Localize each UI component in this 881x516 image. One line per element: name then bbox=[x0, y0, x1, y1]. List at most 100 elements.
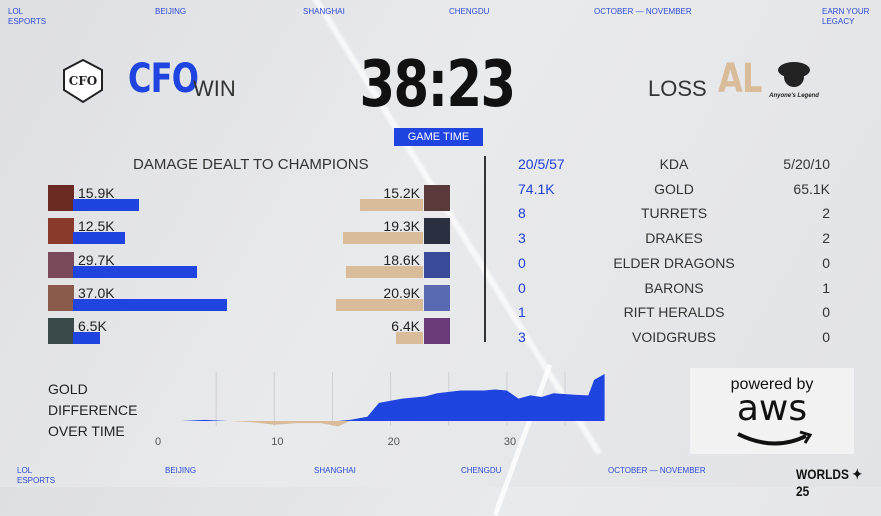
x-tick-label: 0 bbox=[155, 436, 162, 448]
aws-sponsor: powered by aws bbox=[690, 368, 854, 454]
blue-champion-portrait bbox=[48, 218, 74, 245]
anyones-legend-logo-text: Anyone's Legend bbox=[769, 93, 819, 99]
brand-line: ESPORTS bbox=[17, 476, 56, 485]
city-chengdu: CHENGDU bbox=[449, 7, 490, 16]
damage-title: DAMAGE DEALT TO CHAMPIONS bbox=[133, 156, 369, 173]
stat-name: GOLD bbox=[654, 180, 694, 197]
red-stat-value: 1 bbox=[822, 279, 830, 296]
red-damage-bar bbox=[342, 232, 423, 245]
red-stat-value: 5/20/10 bbox=[783, 156, 830, 172]
gold-chart-title: GOLD DIFFERENCE OVER TIME bbox=[48, 379, 137, 442]
powered-by-text: powered by bbox=[730, 376, 814, 393]
blue-champion-portrait bbox=[48, 318, 74, 345]
red-stat-value: 65.1K bbox=[793, 180, 830, 197]
red-champion-portrait bbox=[424, 318, 450, 345]
blue-damage-value: 12.5K bbox=[78, 218, 115, 235]
footer-brand: LOL ESPORTS bbox=[17, 466, 55, 486]
red-champion-portrait bbox=[424, 185, 450, 211]
blue-champion-portrait bbox=[48, 284, 74, 311]
stat-row: RIFT HERALDS 1 0 bbox=[518, 304, 830, 324]
blue-stat-value: 74.1K bbox=[518, 180, 555, 197]
damage-row: 29.7K 18.6K bbox=[48, 251, 450, 278]
blue-team-result: WIN bbox=[193, 76, 236, 101]
blue-damage-value: 37.0K bbox=[78, 284, 115, 301]
blue-stat-value: 3 bbox=[518, 328, 526, 345]
stat-name: KDA bbox=[659, 156, 689, 172]
red-stat-value: 0 bbox=[822, 328, 830, 345]
blue-stat-value: 0 bbox=[518, 279, 526, 296]
blue-damage-bar bbox=[73, 298, 227, 311]
red-damage-bar bbox=[345, 265, 423, 278]
blue-damage-value: 6.5K bbox=[78, 318, 107, 335]
red-stat-value: 0 bbox=[822, 304, 830, 321]
stat-row: VOIDGRUBS 3 0 bbox=[518, 329, 830, 349]
blue-damage-value: 29.7K bbox=[78, 251, 115, 268]
title-line: GOLD bbox=[48, 381, 88, 397]
aws-smile-icon bbox=[737, 430, 813, 446]
blue-stat-value: 20/5/57 bbox=[518, 156, 565, 172]
red-damage-value: 19.3K bbox=[383, 218, 420, 235]
stat-row: TURRETS 8 2 bbox=[518, 205, 830, 225]
red-stat-value: 2 bbox=[822, 230, 830, 247]
stat-name: VOIDGRUBS bbox=[631, 328, 716, 345]
city-beijing: BEIJING bbox=[155, 7, 187, 16]
red-champion-portrait bbox=[424, 284, 450, 311]
red-team-name: AL bbox=[718, 56, 762, 102]
game-time-label: GAME TIME bbox=[394, 128, 483, 146]
stat-row: GOLD 74.1K 65.1K bbox=[518, 181, 830, 201]
cfo-logo: CFO bbox=[63, 58, 103, 104]
blue-damage-bar bbox=[73, 232, 125, 245]
red-stat-value: 2 bbox=[822, 205, 830, 222]
footer-dates: OCTOBER — NOVEMBER bbox=[608, 466, 706, 475]
divider bbox=[484, 156, 486, 342]
footer-city-chengdu: CHENGDU bbox=[461, 466, 502, 475]
damage-row: 15.9K 15.2K bbox=[48, 185, 450, 211]
game-timer: 38:23 bbox=[359, 48, 517, 122]
stat-name: RIFT HERALDS bbox=[623, 304, 725, 321]
footer-city-shanghai: SHANGHAI bbox=[314, 466, 356, 475]
blue-damage-value: 15.9K bbox=[78, 185, 115, 201]
blue-champion-portrait bbox=[48, 185, 74, 211]
brand-line: LOL bbox=[8, 7, 24, 16]
red-champion-portrait bbox=[424, 218, 450, 245]
damage-row: 12.5K 19.3K bbox=[48, 218, 450, 245]
blue-stat-value: 3 bbox=[518, 230, 526, 247]
x-tick-label: 20 bbox=[387, 436, 400, 448]
red-damage-value: 20.9K bbox=[383, 284, 420, 301]
damage-row: 6.5K 6.4K bbox=[48, 318, 450, 345]
blue-damage-bar bbox=[73, 332, 101, 345]
svg-text:CFO: CFO bbox=[69, 74, 98, 88]
gold-difference-chart bbox=[158, 372, 605, 427]
x-tick-label: 10 bbox=[271, 436, 284, 448]
title-line: DIFFERENCE bbox=[48, 402, 138, 418]
red-damage-bar bbox=[359, 199, 423, 211]
brand-line: ESPORTS bbox=[8, 17, 47, 26]
blue-lead-area bbox=[158, 374, 605, 421]
stat-row: BARONS 0 1 bbox=[518, 280, 830, 300]
red-damage-value: 6.4K bbox=[391, 318, 420, 335]
red-damage-value: 18.6K bbox=[383, 251, 420, 268]
stat-row: DRAKES 3 2 bbox=[518, 230, 830, 250]
title-line: OVER TIME bbox=[48, 423, 125, 439]
footer-city-beijing: BEIJING bbox=[165, 466, 197, 475]
stat-row: KDA 20/5/57 5/20/10 bbox=[518, 156, 830, 176]
worlds-25-logo: WORLDS ✦ 25 bbox=[796, 466, 863, 499]
event-dates: OCTOBER — NOVEMBER bbox=[594, 7, 692, 16]
red-team-result: LOSS bbox=[648, 76, 707, 101]
red-lead-area bbox=[158, 421, 605, 427]
stat-name: ELDER DRAGONS bbox=[613, 254, 735, 271]
tagline-line: LEGACY bbox=[822, 17, 855, 26]
blue-champion-portrait bbox=[48, 251, 74, 278]
blue-stat-value: 1 bbox=[518, 304, 526, 321]
brand-line: LOL bbox=[17, 466, 33, 475]
x-tick-label: 30 bbox=[503, 436, 517, 448]
blue-stat-value: 0 bbox=[518, 254, 526, 271]
red-damage-bar bbox=[336, 298, 423, 311]
city-shanghai: SHANGHAI bbox=[303, 7, 345, 16]
damage-row: 37.0K 20.9K bbox=[48, 284, 450, 311]
blue-team-name: CFO bbox=[128, 56, 199, 102]
tagline-line: EARN YOUR bbox=[822, 7, 870, 16]
red-damage-value: 15.2K bbox=[383, 185, 420, 201]
stat-row: ELDER DRAGONS 0 0 bbox=[518, 255, 830, 275]
tagline: EARN YOUR LEGACY bbox=[822, 7, 869, 27]
